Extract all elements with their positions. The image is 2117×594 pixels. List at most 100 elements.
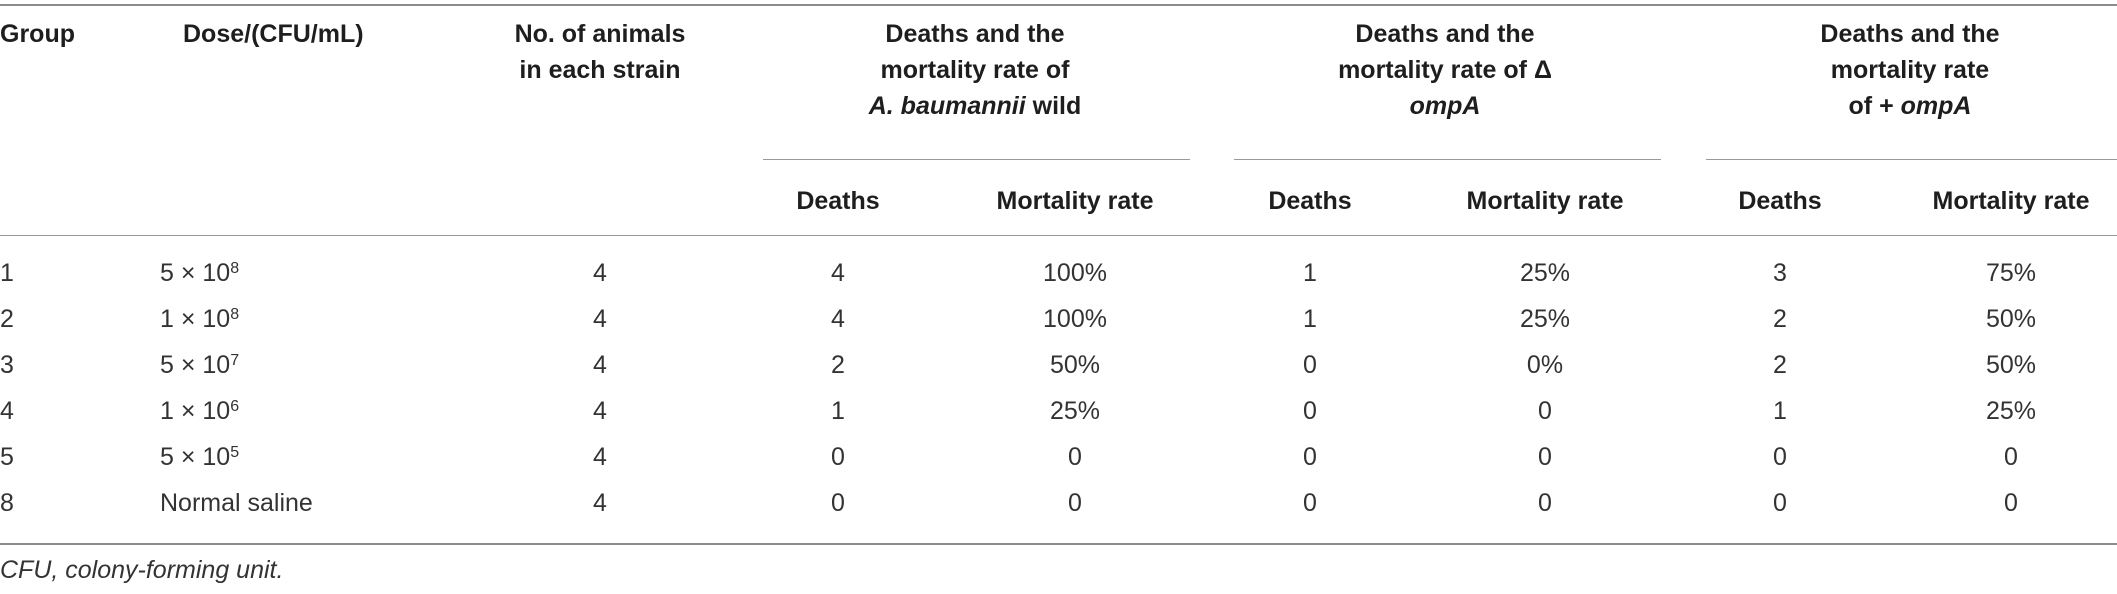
subheader-wild-deaths: Deaths <box>796 187 880 215</box>
header-wild-line1: Deaths and the <box>885 20 1065 48</box>
header-wild-suffix: wild <box>1025 92 1082 120</box>
cell-wild-rate: 100% <box>1043 259 1107 287</box>
dose-exponent: 8 <box>230 260 240 277</box>
cell-animals: 4 <box>593 305 607 333</box>
cell-wild-deaths: 0 <box>831 489 845 517</box>
cell-animals: 4 <box>593 397 607 425</box>
cell-wild-deaths: 4 <box>831 305 845 333</box>
cell-plus-deaths: 0 <box>1773 489 1787 517</box>
cell-wild-deaths: 2 <box>831 351 845 379</box>
subheader-delta-deaths: Deaths <box>1268 187 1352 215</box>
header-plus-line1: Deaths and the <box>1820 20 2000 48</box>
cell-animals: 4 <box>593 259 607 287</box>
header-wild-line2: mortality rate of <box>880 56 1070 84</box>
cell-dose: 5 × 107 <box>160 350 239 380</box>
cell-plus-deaths: 1 <box>1773 397 1787 425</box>
subheader-delta-mortality: Mortality rate <box>1466 187 1624 215</box>
cell-dose: Normal saline <box>160 488 313 518</box>
cell-plus-rate: 0 <box>2004 443 2018 471</box>
header-plus-prefix: of + <box>1848 92 1901 120</box>
cell-plus-rate: 0 <box>2004 489 2018 517</box>
cell-dose: 1 × 108 <box>160 304 239 334</box>
cell-group: 2 <box>0 305 14 333</box>
cell-animals: 4 <box>593 443 607 471</box>
cell-wild-rate: 25% <box>1049 397 1101 425</box>
cell-delta-deaths: 1 <box>1303 305 1317 333</box>
dose-exponent: 8 <box>230 306 240 323</box>
header-rule <box>0 235 2117 236</box>
header-delta-line2: mortality rate of Δ <box>1338 56 1552 84</box>
bottom-rule <box>0 543 2117 545</box>
cell-dose: 5 × 105 <box>160 442 239 472</box>
cell-group: 3 <box>0 351 14 379</box>
cell-wild-rate: 100% <box>1043 305 1107 333</box>
dose-exponent: 6 <box>230 398 240 415</box>
header-plus-line2: mortality rate <box>1830 56 1990 84</box>
top-rule <box>0 4 2117 6</box>
header-delta: Deaths and the mortality rate of Δ ompA <box>1230 16 1660 124</box>
dose-base: 1 × 10 <box>160 305 231 333</box>
wild-subheader-rule <box>763 159 1190 160</box>
cell-plus-deaths: 2 <box>1773 305 1787 333</box>
cell-wild-deaths: 4 <box>831 259 845 287</box>
header-animals-line2: in each strain <box>519 56 681 84</box>
cell-plus-deaths: 0 <box>1773 443 1787 471</box>
header-delta-line3: ompA <box>1230 88 1660 124</box>
dose-base: 5 × 10 <box>160 259 231 287</box>
cell-dose: 5 × 108 <box>160 258 239 288</box>
delta-subheader-rule <box>1234 159 1661 160</box>
header-wild-species: A. baumannii <box>868 92 1026 120</box>
header-dose: Dose/(CFU/mL) <box>183 20 364 48</box>
cell-plus-deaths: 2 <box>1773 351 1787 379</box>
header-plus-gene: ompA <box>1900 92 1972 120</box>
cell-wild-rate: 50% <box>1049 351 1101 379</box>
plus-subheader-rule <box>1706 159 2117 160</box>
cell-group: 5 <box>0 443 14 471</box>
dose-base: Normal saline <box>160 489 313 517</box>
dose-base: 5 × 10 <box>160 351 231 379</box>
table-footnote: CFU, colony-forming unit. <box>0 556 284 584</box>
cell-delta-deaths: 1 <box>1303 259 1317 287</box>
subheader-plus-mortality: Mortality rate <box>1932 187 2090 215</box>
cell-group: 8 <box>0 489 14 517</box>
cell-delta-rate: 0 <box>1538 489 1552 517</box>
subheader-plus-deaths: Deaths <box>1738 187 1822 215</box>
cell-plus-rate: 75% <box>1985 259 2037 287</box>
cell-delta-rate: 0 <box>1538 443 1552 471</box>
cell-animals: 4 <box>593 489 607 517</box>
dose-exponent: 7 <box>230 352 240 369</box>
dose-exponent: 5 <box>230 444 240 461</box>
dose-base: 1 × 10 <box>160 397 231 425</box>
cell-wild-deaths: 0 <box>831 443 845 471</box>
header-delta-gene: ompA <box>1409 92 1481 120</box>
header-plus-line3: of + ompA <box>1700 88 2117 124</box>
cell-plus-rate: 25% <box>1985 397 2037 425</box>
dose-base: 5 × 10 <box>160 443 231 471</box>
header-wild: Deaths and the mortality rate of A. baum… <box>755 16 1195 124</box>
cell-wild-rate: 0 <box>1068 443 1082 471</box>
cell-dose: 1 × 106 <box>160 396 239 426</box>
cell-group: 1 <box>0 259 14 287</box>
cell-delta-rate: 25% <box>1519 305 1571 333</box>
cell-plus-deaths: 3 <box>1773 259 1787 287</box>
cell-wild-deaths: 1 <box>831 397 845 425</box>
header-plus: Deaths and the mortality rate of + ompA <box>1700 16 2117 124</box>
cell-plus-rate: 50% <box>1985 305 2037 333</box>
cell-animals: 4 <box>593 351 607 379</box>
cell-wild-rate: 0 <box>1068 489 1082 517</box>
header-wild-line3: A. baumannii wild <box>755 88 1195 124</box>
cell-delta-deaths: 0 <box>1303 351 1317 379</box>
header-group: Group <box>0 20 75 48</box>
cell-delta-deaths: 0 <box>1303 397 1317 425</box>
cell-plus-rate: 50% <box>1985 351 2037 379</box>
cell-delta-deaths: 0 <box>1303 489 1317 517</box>
cell-delta-rate: 0 <box>1538 397 1552 425</box>
subheader-wild-mortality: Mortality rate <box>996 187 1154 215</box>
cell-delta-rate: 0% <box>1526 351 1564 379</box>
header-animals: No. of animals in each strain <box>470 16 730 88</box>
header-delta-line1: Deaths and the <box>1355 20 1535 48</box>
cell-delta-rate: 25% <box>1519 259 1571 287</box>
cell-delta-deaths: 0 <box>1303 443 1317 471</box>
header-animals-line1: No. of animals <box>514 20 686 48</box>
